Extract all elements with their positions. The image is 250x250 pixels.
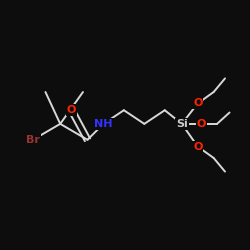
Text: O: O (196, 119, 206, 129)
Text: O: O (193, 98, 202, 108)
Text: Br: Br (26, 135, 40, 145)
Text: Si: Si (176, 119, 188, 129)
Text: O: O (67, 105, 76, 115)
Text: O: O (193, 142, 202, 152)
Text: NH: NH (94, 119, 113, 129)
